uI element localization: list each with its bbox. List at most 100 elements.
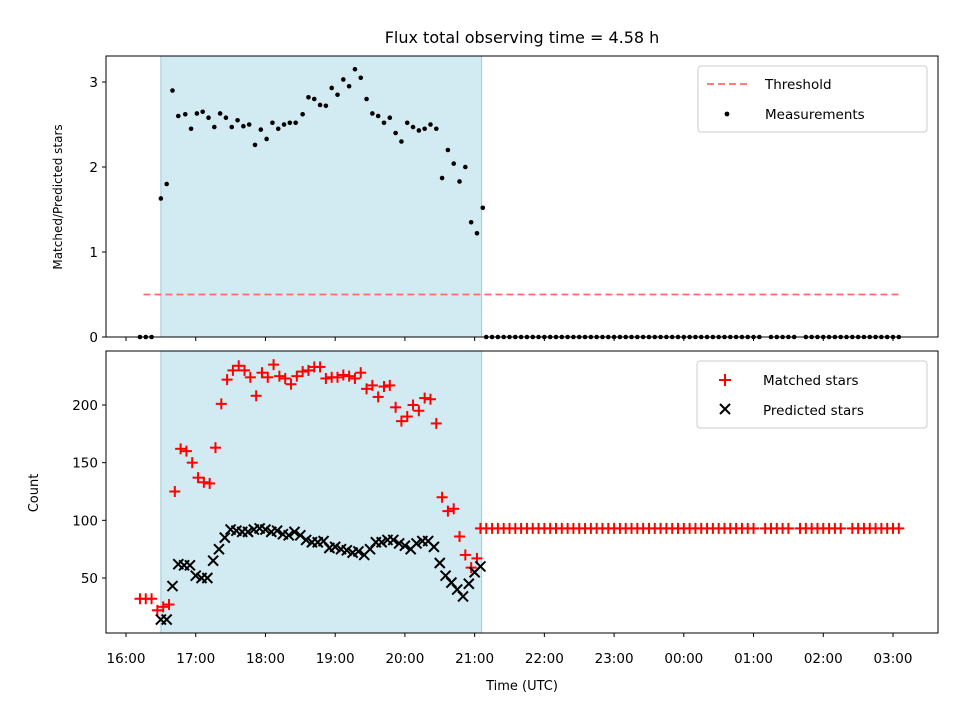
matched-point [361, 383, 373, 395]
measurement-point [252, 142, 258, 148]
matched-point [302, 364, 314, 376]
predicted-marker-b [341, 544, 353, 557]
measurement-point [422, 126, 427, 132]
matched-point [419, 392, 431, 404]
matched-point [384, 379, 396, 391]
matched-point [395, 415, 407, 427]
predicted-marker-b [428, 541, 440, 553]
matched-point [320, 372, 332, 384]
y-tick-label: 3 [89, 75, 98, 91]
measurement-point [164, 181, 169, 187]
matched-point [268, 359, 280, 371]
predicted-marker-b [271, 525, 283, 537]
count-y-axis-label: Count [27, 474, 42, 513]
predicted-marker-b [166, 580, 179, 592]
predicted-marker-b [439, 569, 452, 582]
count-x-ticks: 16:00 17:00 18:00 19:00 20:00 21:00 22:00 23:00… [107, 633, 913, 667]
predicted-marker-b [207, 554, 219, 567]
predicted-marker-b [172, 558, 185, 570]
measurement-point [235, 117, 240, 123]
predicted-point [463, 578, 475, 590]
predicted-marker-b [375, 536, 388, 548]
predicted-point [387, 534, 399, 546]
matched-point [250, 390, 262, 402]
predicted-marker-b [224, 523, 237, 536]
ratio-legend: Threshold Measurements [697, 65, 928, 133]
ratio-plot-frame [105, 55, 939, 338]
measurement-point [468, 219, 474, 225]
measurement-point [393, 130, 398, 136]
predicted-marker-b [410, 537, 423, 550]
matched-point [436, 491, 448, 503]
x-tick-label: 16:00 [107, 651, 146, 667]
measurement-point [375, 113, 381, 119]
predicted-point [207, 554, 219, 567]
measurement-point [306, 95, 311, 100]
predicted-point [282, 529, 295, 542]
matched-point [244, 371, 256, 383]
matched-point [233, 360, 245, 372]
measurement-point [212, 124, 217, 130]
predicted-marker-b [434, 557, 446, 569]
predicted-marker-b [253, 522, 266, 535]
matched-point [227, 364, 239, 376]
predicted-point [184, 559, 196, 572]
x-tick-label: 03:00 [874, 651, 913, 667]
matched-point [459, 549, 471, 561]
matched-point [407, 399, 419, 411]
matched-point [151, 604, 163, 616]
predicted-marker-b [288, 526, 301, 538]
matched-point [198, 476, 210, 488]
measurement-point [194, 111, 200, 116]
measurement-point [258, 127, 264, 132]
predicted-marker-b [184, 559, 196, 572]
y-tick-label: 100 [72, 513, 98, 529]
measurement-point [428, 122, 433, 127]
measurement-point [387, 115, 393, 120]
predicted-point [300, 534, 312, 546]
measurement-point [381, 120, 387, 126]
matched-point [748, 522, 760, 534]
matched-point [157, 601, 169, 613]
predicted-marker-b [190, 569, 202, 582]
y-tick-label: 200 [72, 398, 98, 414]
predicted-point [375, 536, 388, 548]
measurement-point [287, 120, 293, 126]
matched-point [378, 381, 390, 393]
matched-point [291, 370, 303, 382]
measurement-point [270, 120, 275, 126]
measurement-points [137, 66, 902, 340]
count-legend: Matched stars Predicted stars [696, 360, 928, 429]
predicted-marker-b [335, 543, 347, 555]
measurement-point [281, 122, 287, 127]
matched-point [782, 522, 794, 534]
predicted-point [288, 526, 301, 538]
measurement-point [352, 66, 358, 72]
y-tick-label: 1 [89, 245, 98, 261]
count-shaded-window [160, 350, 483, 634]
x-tick-label: 22:00 [525, 651, 564, 667]
predicted-marker-b [160, 613, 173, 626]
predicted-point [190, 569, 202, 582]
matched-point [454, 530, 466, 542]
matched-point [332, 371, 344, 383]
x-tick-label: 17:00 [176, 651, 215, 667]
measurement-point [241, 123, 246, 129]
predicted-marker-b [282, 529, 295, 542]
x-tick-label: 21:00 [455, 651, 494, 667]
predicted-marker-b [445, 576, 458, 589]
matched-point [401, 411, 413, 423]
predicted-marker-b [277, 528, 289, 540]
matched-point [175, 443, 187, 455]
measurement-point [323, 103, 329, 109]
matched-point [424, 393, 436, 405]
matched-point [413, 405, 425, 417]
measurement-point [229, 124, 235, 130]
measurement-point [300, 112, 305, 117]
matched-point [372, 391, 384, 403]
measurement-point [317, 102, 323, 108]
matched-point [835, 522, 847, 534]
predicted-point [410, 537, 423, 550]
matched-point [355, 367, 367, 379]
predicted-marker-b [393, 537, 405, 550]
